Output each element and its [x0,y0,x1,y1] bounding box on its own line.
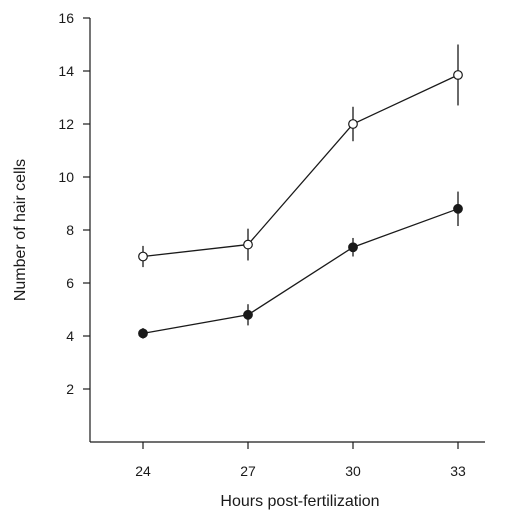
series-line [142,208,459,334]
data-point [138,328,148,339]
y-tick-label: 16 [58,10,74,26]
x-tick-label: 27 [240,463,256,479]
y-tick-label: 6 [66,275,74,291]
x-tick-label: 33 [450,463,466,479]
x-axis-title: Hours post-fertilization [220,493,379,510]
series-1 [138,44,463,268]
series-layer [138,44,463,339]
data-point [243,239,253,250]
data-point [453,203,463,214]
x-tick-label: 24 [135,463,151,479]
axes [89,18,485,443]
series-line [142,74,459,258]
data-point [348,242,358,253]
data-point [348,119,358,129]
x-tick-label: 30 [345,463,361,479]
data-point [243,309,253,320]
data-point [138,251,148,262]
y-tick-label: 2 [66,381,74,397]
y-tick-label: 10 [58,169,74,185]
series-2 [138,191,463,339]
y-tick-label: 8 [66,222,74,238]
y-tick-label: 4 [66,328,74,344]
y-axis-title: Number of hair cells [12,159,29,301]
y-tick-label: 14 [58,63,74,79]
data-point [453,70,463,80]
y-tick-label: 12 [58,116,74,132]
